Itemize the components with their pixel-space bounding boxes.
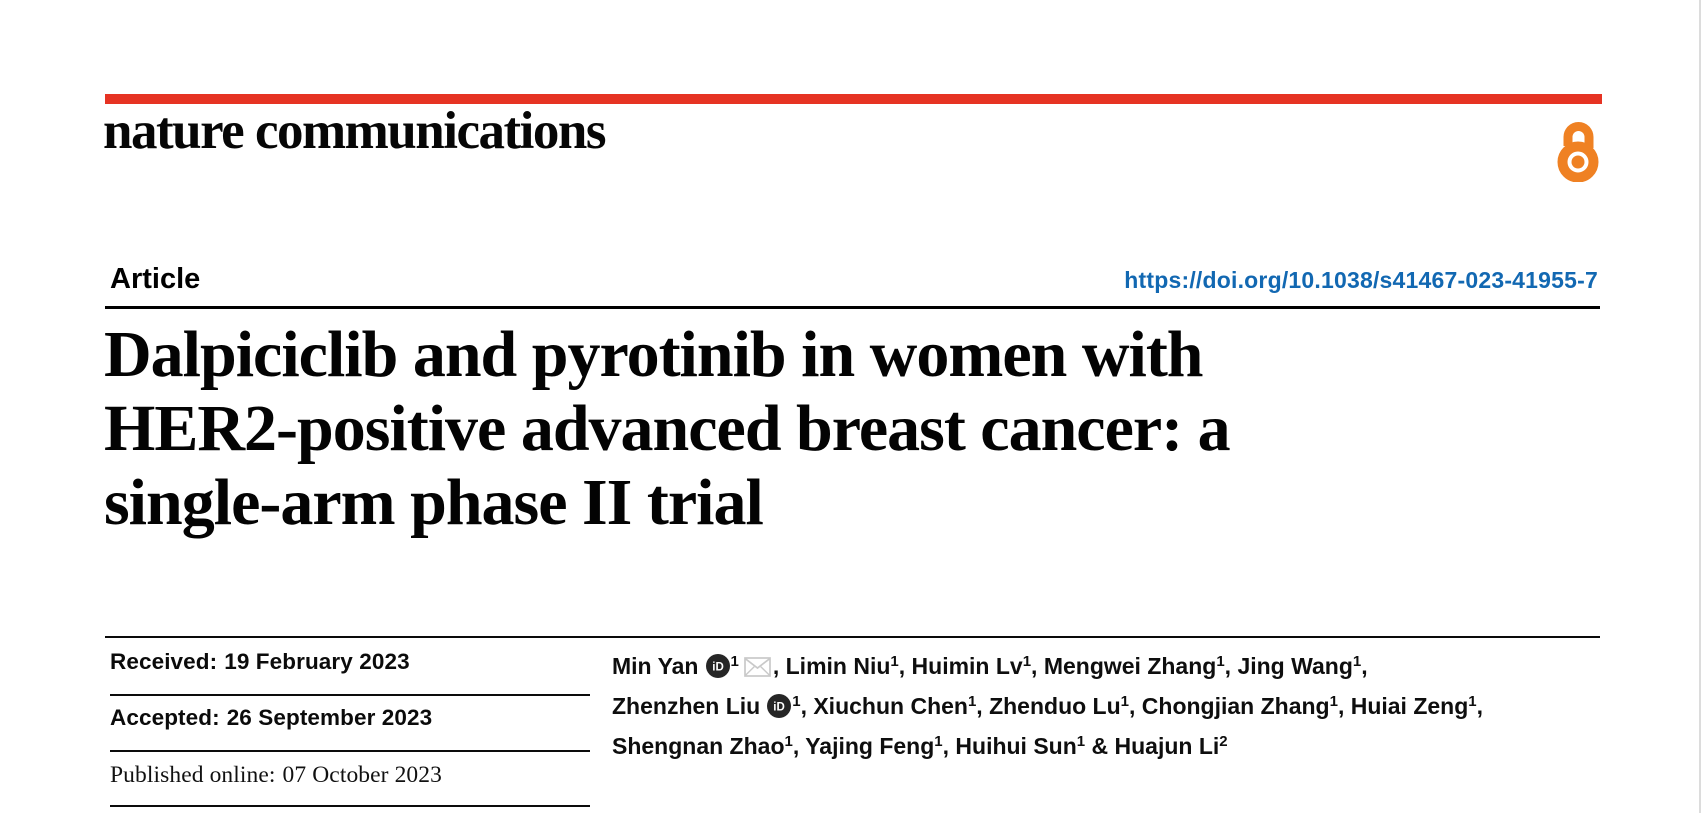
- author-name-text: Min Yan: [612, 653, 699, 679]
- author-affiliation-sup: 1: [1329, 693, 1338, 710]
- date-label: Published online:: [110, 762, 276, 788]
- author-affiliation-sup: 1: [1468, 693, 1477, 710]
- title-line: HER2-positive advanced breast cancer: a: [104, 392, 1231, 465]
- author-name-text: , Mengwei Zhang: [1031, 653, 1217, 679]
- author-affiliation-sup: 1: [1076, 733, 1086, 750]
- author-line: Min Yan iD 1, Limin Niu1, Huimin Lv1, Meng…: [612, 648, 1622, 688]
- title-line: Dalpiciclib and pyrotinib in women with: [104, 318, 1204, 391]
- author-affiliation-sup: 1: [1120, 693, 1129, 710]
- author-name-text: ,: [1476, 693, 1484, 719]
- author-name-text: & Huajun Li: [1085, 733, 1220, 759]
- author-name-text: , Huiai Zeng: [1337, 693, 1469, 719]
- email-icon[interactable]: [743, 651, 771, 687]
- doi-link[interactable]: https://doi.org/10.1038/s41467-023-41955…: [1124, 267, 1598, 293]
- author-affiliation-sup: 1: [1216, 653, 1225, 670]
- author-affiliation-sup: 2: [1219, 733, 1228, 750]
- author-name-text: , Huimin Lv: [898, 653, 1023, 679]
- date-row-received: Received: 19 February 2023: [110, 649, 410, 675]
- author-name-text: , Zhenduo Lu: [976, 693, 1121, 719]
- author-affiliation-sup: 1: [792, 693, 801, 710]
- authors-panel: Min Yan iD 1, Limin Niu1, Huimin Lv1, Meng…: [612, 648, 1622, 768]
- date-value: 26 September 2023: [226, 705, 433, 730]
- date-value: 07 October 2023: [282, 762, 442, 788]
- author-affiliation-sup: 1: [730, 653, 739, 670]
- author-name-text: , Huihui Sun: [942, 733, 1077, 759]
- author-name-text: Shengnan Zhao: [612, 733, 785, 759]
- author-name-text: , Xiuchun Chen: [800, 693, 968, 719]
- date-value: 19 February 2023: [224, 649, 410, 674]
- author-line: Zhenzhen Liu iD 1, Xiuchun Chen1, Zhenduo …: [612, 688, 1622, 728]
- author-affiliation-sup: 1: [934, 733, 943, 750]
- open-access-icon[interactable]: [1554, 110, 1602, 187]
- author-name-text: ,: [1361, 653, 1368, 679]
- article-title: Dalpiciclib and pyrotinib in women with …: [104, 318, 1504, 540]
- date-row-published: Published online: 07 October 2023: [110, 762, 442, 789]
- title-line: single-arm phase II trial: [104, 466, 764, 539]
- orcid-icon[interactable]: iD: [705, 652, 730, 688]
- svg-text:iD: iD: [773, 702, 785, 714]
- orcid-icon[interactable]: iD: [767, 692, 792, 728]
- date-divider: [110, 750, 590, 752]
- author-name-text: Zhenzhen Liu: [612, 693, 761, 719]
- title-rule: [105, 306, 1600, 309]
- article-label: Article: [110, 263, 201, 295]
- brand-red-bar: [105, 94, 1602, 104]
- date-label: Accepted:: [110, 705, 220, 730]
- author-affiliation-sup: 1: [1022, 653, 1032, 670]
- author-affiliation-sup: 1: [890, 653, 899, 670]
- date-divider: [110, 694, 590, 696]
- author-affiliation-sup: 1: [967, 693, 977, 710]
- author-name-text: , Chongjian Zhang: [1129, 693, 1330, 719]
- author-name-text: , Yajing Feng: [792, 733, 935, 759]
- author-affiliation-sup: 1: [784, 733, 793, 750]
- date-label: Received:: [110, 649, 218, 674]
- author-name-text: , Jing Wang: [1224, 653, 1353, 679]
- author-name-text: , Limin Niu: [772, 653, 891, 679]
- svg-text:iD: iD: [712, 662, 724, 674]
- author-line: Shengnan Zhao1, Yajing Feng1, Huihui Sun…: [612, 728, 1622, 768]
- author-affiliation-sup: 1: [1352, 653, 1362, 670]
- section-divider: [105, 636, 1600, 638]
- journal-logo: nature communications: [103, 102, 606, 160]
- date-divider: [110, 805, 590, 807]
- date-row-accepted: Accepted: 26 September 2023: [110, 705, 432, 731]
